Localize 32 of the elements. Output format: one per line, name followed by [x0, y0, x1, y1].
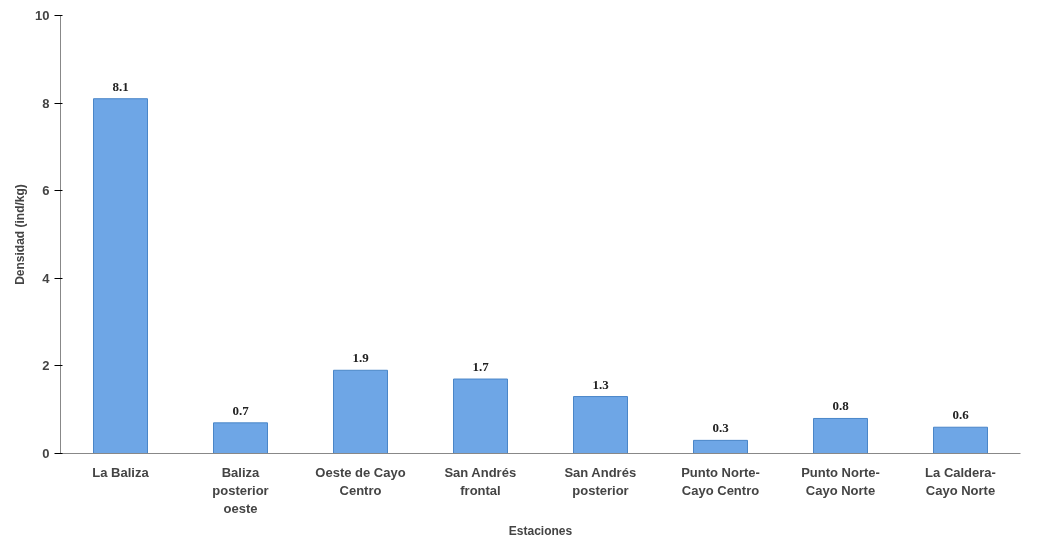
data-label: 1.7 — [472, 359, 490, 375]
y-tick-label: 10 — [35, 8, 50, 23]
x-tick-label: Punto Norte-Cayo Norte — [801, 464, 880, 498]
data-label: 0.6 — [952, 407, 970, 423]
bar — [693, 439, 748, 454]
y-tick-label: 4 — [42, 270, 51, 286]
y-tick-label: 0 — [42, 446, 50, 461]
y-axis-title: Densidad (ind/kg) — [13, 184, 28, 285]
data-label: 0.7 — [232, 402, 250, 418]
x-tick-label: Punto Norte-Cayo Centro — [681, 464, 760, 498]
data-label: 0.3 — [712, 420, 730, 436]
y-tick-label: 6 — [42, 183, 50, 199]
bar — [213, 422, 268, 454]
x-tick-label: La Caldera-Cayo Norte — [925, 464, 996, 498]
data-label: 1.3 — [592, 376, 610, 392]
bar — [93, 98, 148, 454]
bar — [813, 417, 868, 454]
y-tick-label: 8 — [42, 95, 50, 111]
x-axis-title: Estaciones — [508, 523, 573, 538]
x-tick-label: San Andrés frontal — [444, 464, 517, 498]
bar — [453, 378, 508, 454]
x-tick-label: San Andrés posterior — [564, 464, 637, 498]
x-tick-label: Oeste de Cayo Centro — [315, 464, 406, 498]
x-tick-label: Baliza posterior oeste — [212, 464, 269, 516]
bar — [573, 396, 628, 454]
y-tick-label: 2 — [42, 358, 50, 374]
data-label: 1.9 — [352, 350, 370, 366]
x-tick-label: La Baliza — [92, 464, 150, 480]
bar — [933, 426, 988, 454]
data-label: 8.1 — [112, 78, 129, 94]
data-label: 0.8 — [832, 398, 850, 414]
bar — [333, 369, 388, 454]
